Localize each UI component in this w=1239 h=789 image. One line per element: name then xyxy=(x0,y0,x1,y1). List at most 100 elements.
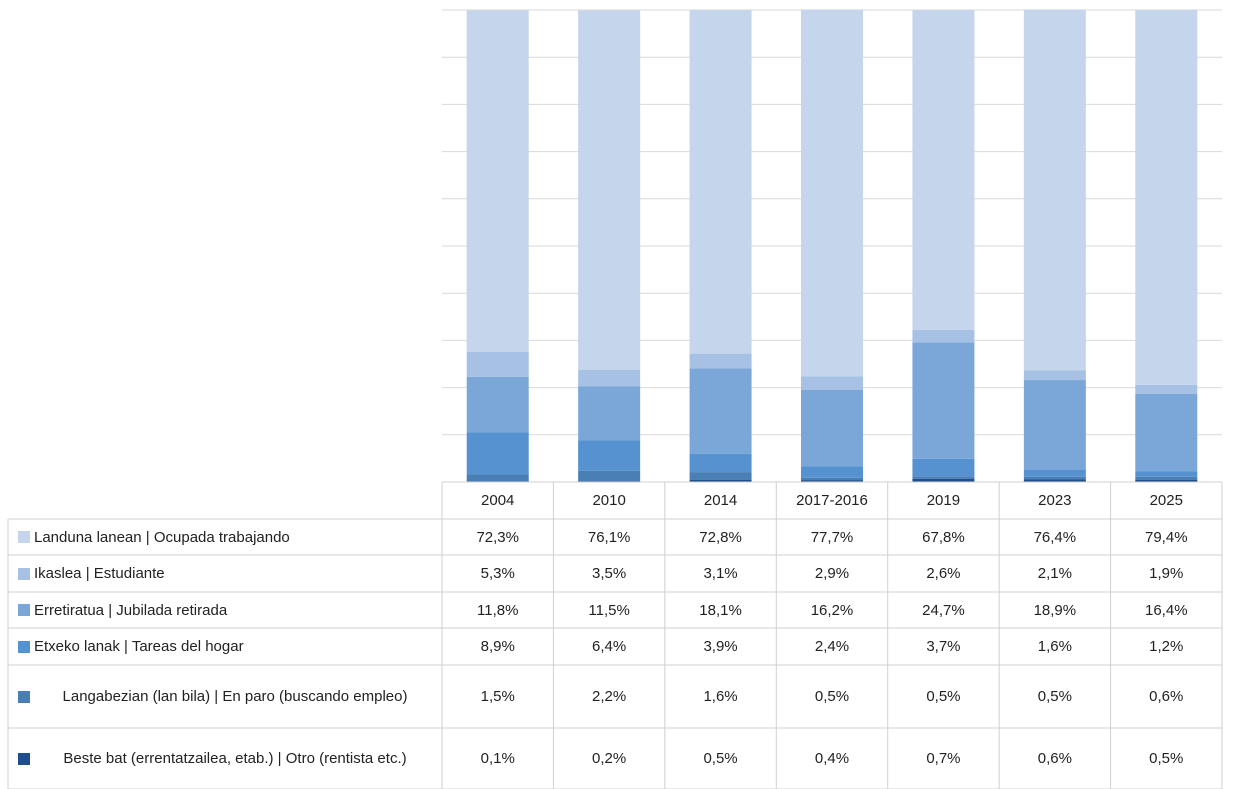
table-value: 0,5% xyxy=(703,750,738,767)
bar-segment xyxy=(1135,471,1198,477)
legend-label: Langabezian (lan bila) | En paro (buscan… xyxy=(62,688,408,705)
table-value: 16,4% xyxy=(1145,601,1188,619)
table-value: 3,5% xyxy=(592,565,627,582)
bar-segment xyxy=(912,476,975,479)
table-value: 3,7% xyxy=(926,638,961,655)
legend-swatch xyxy=(18,690,30,703)
table-value: 1,2% xyxy=(1149,638,1184,655)
bar-segment xyxy=(466,10,529,352)
bar-segment xyxy=(912,478,975,482)
bar-segment xyxy=(1023,469,1086,477)
bar-segment xyxy=(689,353,752,369)
legend-entry: Langabezian (lan bila) | En paro (buscan… xyxy=(8,665,442,728)
bar-segment xyxy=(1135,10,1198,385)
table-value: 3,9% xyxy=(703,638,738,655)
bar-segment xyxy=(1023,9,1086,371)
legend-label: Landuna lanean | Ocupada trabajando xyxy=(34,528,290,546)
column-header: 2025 xyxy=(1149,492,1183,509)
bar-segment xyxy=(801,389,863,467)
bar-segment xyxy=(1023,370,1086,381)
legend-label: Ikaslea | Estudiante xyxy=(34,565,165,582)
bar-segment xyxy=(801,477,863,481)
table-value: 1,6% xyxy=(1037,638,1072,655)
legend-entry: Ikaslea | Estudiante xyxy=(8,555,442,592)
table-value: 1,6% xyxy=(703,688,738,705)
bar-segment xyxy=(689,10,752,354)
bar-segment xyxy=(466,351,529,377)
legend-swatch xyxy=(18,604,30,616)
table-value: 0,6% xyxy=(1037,750,1072,767)
table-value: 0,5% xyxy=(1037,688,1072,705)
legend-swatch xyxy=(18,531,30,543)
legend-entry: Etxeko lanak | Tareas del hogar xyxy=(8,628,442,665)
table-value: 0,5% xyxy=(1149,750,1184,767)
legend-entry: Beste bat (errentatzailea, etab.) | Otro… xyxy=(8,728,442,789)
legend-entry: Erretiratua | Jubilada retirada xyxy=(8,592,442,628)
table-value: 72,8% xyxy=(699,528,742,546)
bar-segment xyxy=(466,432,529,475)
table-value: 76,4% xyxy=(1033,528,1077,546)
table-value: 79,4% xyxy=(1145,528,1188,546)
table-value: 2,4% xyxy=(814,638,850,655)
table-value: 5,3% xyxy=(480,565,515,582)
bar-segment xyxy=(912,330,975,343)
bar-segment xyxy=(1023,380,1086,470)
bar-segment xyxy=(801,376,863,390)
legend-label: Beste bat (errentatzailea, etab.) | Otro… xyxy=(63,750,407,767)
legend-entry: Landuna lanean | Ocupada trabajando xyxy=(8,519,442,555)
table-value: 2,6% xyxy=(926,565,961,582)
bar-segment xyxy=(912,10,975,331)
bar-segment xyxy=(689,479,752,482)
legend-label: Erretiratua | Jubilada retirada xyxy=(34,601,228,619)
table-value: 3,1% xyxy=(703,565,738,582)
table-value: 0,5% xyxy=(926,688,961,705)
bar-segment xyxy=(801,9,863,377)
column-header: 2004 xyxy=(481,492,515,509)
bar-segment xyxy=(1135,384,1198,394)
table-value: 11,8% xyxy=(477,601,519,619)
table-value: 0,4% xyxy=(814,750,850,767)
legend-swatch xyxy=(18,567,30,580)
table-value: 0,1% xyxy=(480,750,515,767)
bar-segment xyxy=(1023,476,1086,480)
legend-swatch xyxy=(18,640,30,653)
table-value: 1,9% xyxy=(1149,565,1184,582)
bar-segment xyxy=(578,470,641,482)
table-value: 2,2% xyxy=(592,688,627,705)
table-value: 18,9% xyxy=(1033,601,1077,619)
bar-segment xyxy=(1023,479,1086,482)
bar-segment xyxy=(912,342,975,459)
table-value: 1,5% xyxy=(480,688,515,705)
table-value: 0,5% xyxy=(814,688,850,705)
table-value: 72,3% xyxy=(476,528,519,546)
table-value: 11,5% xyxy=(588,601,630,619)
legend-label: Etxeko lanak | Tareas del hogar xyxy=(34,638,244,655)
table-value: 2,9% xyxy=(814,565,850,582)
table-value: 18,1% xyxy=(699,601,742,619)
column-header: 2019 xyxy=(926,492,961,509)
bar-segment xyxy=(689,453,752,473)
bar-segment xyxy=(689,368,752,454)
bar-segment xyxy=(466,474,529,482)
column-header: 2017-2016 xyxy=(796,492,868,509)
bar-segment xyxy=(912,458,975,477)
bar-segment xyxy=(1135,393,1198,472)
table-value: 16,2% xyxy=(810,601,854,619)
legend-swatch xyxy=(18,752,30,765)
bar-segment xyxy=(1135,476,1198,480)
table-value: 76,1% xyxy=(587,528,631,546)
bar-segment xyxy=(801,466,863,478)
bar-segment xyxy=(689,472,752,480)
table-value: 0,6% xyxy=(1149,688,1184,705)
bar-segment xyxy=(578,440,641,471)
table-value: 0,2% xyxy=(592,750,627,767)
column-header: 2010 xyxy=(592,492,626,509)
bar-segment xyxy=(1135,479,1198,482)
table-value: 24,7% xyxy=(922,601,965,619)
column-header: 2014 xyxy=(703,492,738,509)
table-value: 67,8% xyxy=(922,528,965,546)
table-value: 0,7% xyxy=(926,750,961,767)
bar-segment xyxy=(801,480,863,482)
